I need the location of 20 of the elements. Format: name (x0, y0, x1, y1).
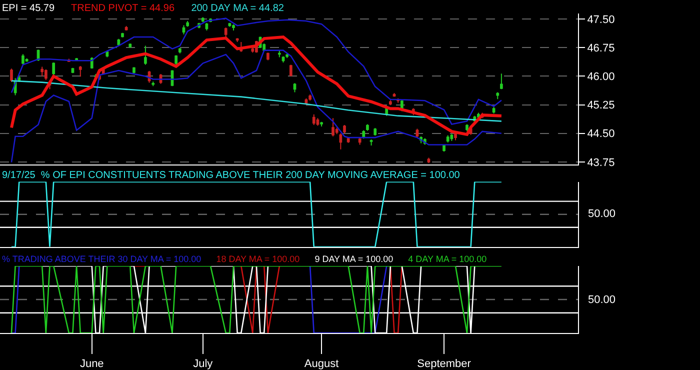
x-tick-label: June (80, 358, 104, 370)
text: 200 DAY MA = 44.82 (191, 3, 284, 14)
series-label: % TRADING ABOVE THEIR 30 DAY MA = 100.00 (2, 254, 202, 264)
chart-title: EPI = 45.79 (2, 3, 55, 14)
series-label: 9 DAY MA = 100.00 (314, 254, 394, 264)
text: TREND PIVOT = 44.96 (71, 3, 175, 14)
y-tick-label: 45.25 (587, 100, 615, 112)
y-tick-label: 46.00 (587, 71, 615, 84)
y-tick-label: 43.75 (587, 156, 615, 169)
ref-line-label: 50.00 (588, 294, 616, 306)
x-tick-label: August (304, 358, 339, 370)
x-tick-label: September (417, 358, 472, 370)
y-tick-label: 44.50 (587, 128, 615, 140)
series-label: 4 DAY MA = 100.00 (408, 254, 487, 264)
y-tick-label: 46.75 (587, 42, 615, 55)
series-label: 18 DAY MA = 100.00 (216, 254, 300, 264)
y-tick-label: 47.50 (587, 14, 615, 26)
x-tick-label: July (193, 358, 214, 370)
series-label: 9/17/25 % OF EPI CONSTITUENTS TRADING ABOVE THEIR 200 DAY MOVING AVERAGE = 100.00 (2, 170, 460, 181)
ref-line-label: 50.00 (588, 208, 616, 220)
